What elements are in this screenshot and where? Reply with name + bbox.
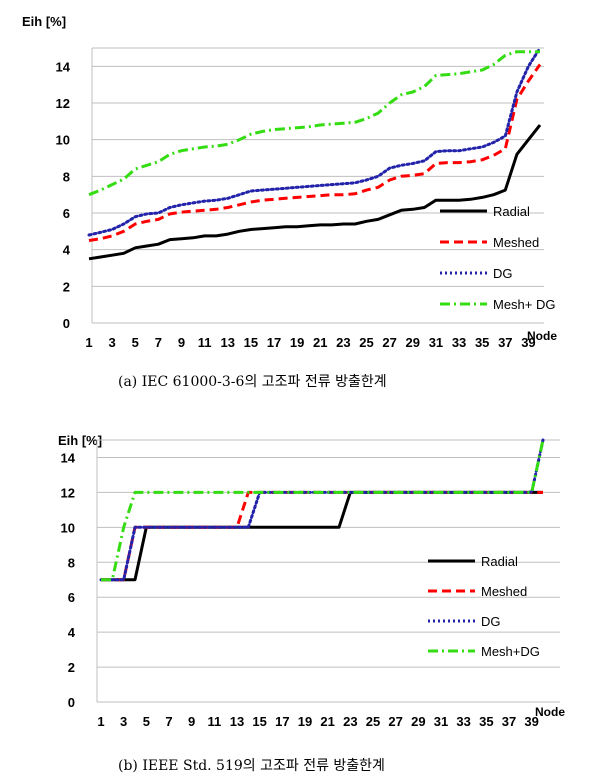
x-tick-label-a: 39 xyxy=(521,335,535,350)
series-line-a-1 xyxy=(88,63,542,242)
x-tick-label-b: 7 xyxy=(165,714,172,729)
legend-label-a-1: Meshed xyxy=(493,235,539,250)
y-axis-label-b: Eih [%] xyxy=(58,433,102,448)
series-line-b-2 xyxy=(99,438,545,582)
x-tick-label-a: 5 xyxy=(132,335,139,350)
legend-label-a-2: DG xyxy=(493,266,513,281)
y-tick-label-b: 14 xyxy=(61,450,76,465)
x-axis-label-a: Node xyxy=(527,329,557,343)
x-tick-label-b: 39 xyxy=(524,714,538,729)
y-tick-label-b: 0 xyxy=(68,695,75,710)
x-tick-label-a: 37 xyxy=(498,335,512,350)
y-tick-label-a: 10 xyxy=(56,133,70,148)
x-tick-label-b: 19 xyxy=(298,714,312,729)
y-axis-label-a-main: Eih [%] xyxy=(22,14,66,29)
y-tick-label-b: 6 xyxy=(68,590,75,605)
legend-label-b-0: Radial xyxy=(481,554,518,569)
x-tick-label-b: 13 xyxy=(230,714,244,729)
caption-a: (a) IEC 61000-3-6의 고조파 전류 방출한계 xyxy=(118,374,387,390)
y-tick-label-b: 4 xyxy=(68,625,76,640)
x-tick-label-b: 27 xyxy=(388,714,402,729)
x-tick-label-a: 7 xyxy=(155,335,162,350)
series-line-a-0 xyxy=(88,124,542,261)
x-tick-label-a: 9 xyxy=(178,335,185,350)
y-tick-label-a: 12 xyxy=(56,96,70,111)
y-tick-label-a: 6 xyxy=(63,206,70,221)
x-tick-label-b: 9 xyxy=(188,714,195,729)
x-tick-label-b: 35 xyxy=(479,714,493,729)
x-tick-label-b: 33 xyxy=(456,714,470,729)
y-tick-label-a: 14 xyxy=(56,59,71,74)
x-tick-label-b: 3 xyxy=(120,714,127,729)
series-line-b-1 xyxy=(101,490,543,582)
x-tick-label-b: 1 xyxy=(97,714,104,729)
x-tick-label-b: 29 xyxy=(411,714,425,729)
x-tick-label-b: 17 xyxy=(275,714,289,729)
y-tick-label-b: 12 xyxy=(61,485,75,500)
y-tick-label-b: 10 xyxy=(61,520,75,535)
x-tick-label-a: 19 xyxy=(290,335,304,350)
y-tick-label-a: 0 xyxy=(63,316,70,331)
x-tick-label-a: 1 xyxy=(85,335,92,350)
x-tick-label-a: 15 xyxy=(244,335,258,350)
series-line-a-3 xyxy=(88,50,540,197)
y-tick-label-b: 2 xyxy=(68,660,75,675)
x-tick-label-a: 11 xyxy=(198,335,212,350)
y-axis-label-b-main: Eih [%] xyxy=(58,433,102,448)
series-line-b-0 xyxy=(101,490,543,582)
x-tick-label-a: 31 xyxy=(429,335,443,350)
x-axis-label-b: Node xyxy=(535,705,565,719)
legend-label-b-1: Meshed xyxy=(481,584,527,599)
x-tick-label-a: 13 xyxy=(221,335,235,350)
caption-b: (b) IEEE Std. 519의 고조파 전류 방출한계 xyxy=(118,758,385,774)
y-tick-label-a: 4 xyxy=(63,243,71,258)
chart-b: Eih [%] Node (b) IEEE Std. 519의 고조파 전류 방… xyxy=(58,433,565,774)
y-tick-label-a: 2 xyxy=(63,279,70,294)
x-tick-label-b: 11 xyxy=(207,714,221,729)
legend-label-a-3: Mesh+ DG xyxy=(493,297,556,312)
legend-label-a-0: Radial xyxy=(493,204,530,219)
x-tick-label-a: 29 xyxy=(406,335,420,350)
x-tick-label-b: 37 xyxy=(502,714,516,729)
x-tick-label-b: 15 xyxy=(252,714,266,729)
x-tick-label-b: 5 xyxy=(143,714,150,729)
x-tick-label-a: 33 xyxy=(452,335,466,350)
y-axis-label-a: Eih [%] xyxy=(22,14,66,29)
x-tick-label-a: 23 xyxy=(336,335,350,350)
series-line-b-3 xyxy=(101,439,545,582)
x-tick-label-a: 3 xyxy=(109,335,116,350)
x-tick-label-a: 35 xyxy=(475,335,489,350)
legend-label-b-2: DG xyxy=(481,614,501,629)
x-tick-label-a: 27 xyxy=(382,335,396,350)
y-tick-label-a: 8 xyxy=(63,169,70,184)
x-tick-label-a: 21 xyxy=(313,335,327,350)
x-tick-label-b: 31 xyxy=(434,714,448,729)
x-tick-label-b: 23 xyxy=(343,714,357,729)
chart-a: Eih [%] Node (a) IEC 61000-3-6의 고조파 전류 방… xyxy=(22,14,557,390)
x-tick-label-a: 25 xyxy=(359,335,373,350)
series-line-a-2 xyxy=(87,46,542,237)
x-tick-label-a: 17 xyxy=(267,335,281,350)
legend-label-b-3: Mesh+DG xyxy=(481,644,540,659)
y-tick-label-b: 8 xyxy=(68,555,75,570)
x-tick-label-b: 25 xyxy=(366,714,380,729)
x-tick-label-b: 21 xyxy=(320,714,334,729)
